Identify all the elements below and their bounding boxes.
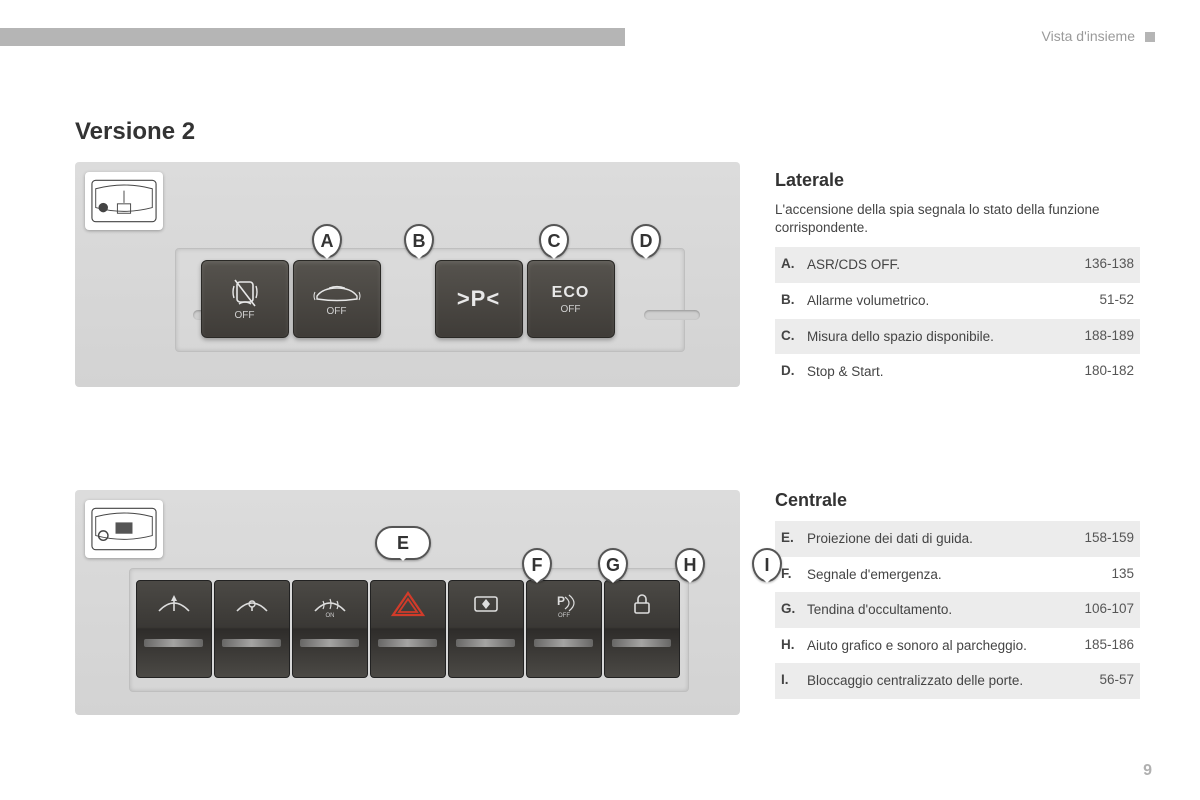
lock-button[interactable] <box>604 580 680 678</box>
reference-item: I.Bloccaggio centralizzato delle porte.5… <box>775 663 1140 699</box>
item-pages: 188-189 <box>1066 328 1134 343</box>
wiper-front-button[interactable] <box>136 580 212 678</box>
item-pages: 185-186 <box>1066 637 1134 652</box>
item-pages: 51-52 <box>1066 292 1134 307</box>
sunroof-button[interactable] <box>448 580 524 678</box>
centrale-section: Centrale E.Proiezione dei dati di guida.… <box>775 490 1140 699</box>
laterale-section: Laterale L'accensione della spia segnala… <box>775 170 1140 390</box>
dashboard-thumbnail <box>85 172 163 230</box>
item-letter: A. <box>781 256 807 271</box>
item-letter: C. <box>781 328 807 343</box>
item-text: Segnale d'emergenza. <box>807 566 1066 584</box>
item-letter: G. <box>781 601 807 616</box>
section-label: Vista d'insieme <box>1042 28 1135 44</box>
item-letter: B. <box>781 292 807 307</box>
page-number: 9 <box>1143 762 1152 780</box>
item-text: Tendina d'occultamento. <box>807 601 1066 619</box>
reference-item: C.Misura dello spazio disponibile.188-18… <box>775 319 1140 355</box>
reference-item: H.Aiuto grafico e sonoro al parcheggio.1… <box>775 628 1140 664</box>
item-text: Misura dello spazio disponibile. <box>807 328 1066 346</box>
reference-item: D.Stop & Start.180-182 <box>775 354 1140 390</box>
laterale-intro: L'accensione della spia segnala lo stato… <box>775 201 1140 237</box>
alarm-off-button[interactable]: OFF <box>293 260 381 338</box>
central-button-row: ON P OFF <box>128 580 688 678</box>
park-measure-button[interactable]: >P< <box>435 260 523 338</box>
item-text: Proiezione dei dati di guida. <box>807 530 1066 548</box>
lateral-button-row: OFF OFF >P< ECO OFF <box>148 260 668 338</box>
off-label: OFF <box>235 310 255 321</box>
reference-item: A.ASR/CDS OFF.136-138 <box>775 247 1140 283</box>
svg-text:P: P <box>557 594 565 608</box>
eco-off-button[interactable]: ECO OFF <box>527 260 615 338</box>
item-pages: 135 <box>1066 566 1134 581</box>
park-assist-off-button[interactable]: P OFF <box>526 580 602 678</box>
reference-item: E.Proiezione dei dati di guida.158-159 <box>775 521 1140 557</box>
item-text: Allarme volumetrico. <box>807 292 1066 310</box>
callout-marker-e: E <box>375 526 431 560</box>
item-pages: 158-159 <box>1066 530 1134 545</box>
lateral-panel: OFF OFF >P< ECO OFF <box>75 162 740 387</box>
dashboard-thumbnail <box>85 500 163 558</box>
defrost-on-button[interactable]: ON <box>292 580 368 678</box>
item-text: ASR/CDS OFF. <box>807 256 1066 274</box>
eco-label: ECO <box>552 284 590 302</box>
item-pages: 180-182 <box>1066 363 1134 378</box>
item-pages: 56-57 <box>1066 672 1134 687</box>
item-text: Aiuto grafico e sonoro al parcheggio. <box>807 637 1066 655</box>
item-letter: E. <box>781 530 807 545</box>
item-letter: D. <box>781 363 807 378</box>
item-letter: F. <box>781 566 807 581</box>
svg-text:ON: ON <box>325 613 334 619</box>
header-bar <box>0 28 625 46</box>
item-text: Bloccaggio centralizzato delle porte. <box>807 672 1066 690</box>
wiper-rear-button[interactable] <box>214 580 290 678</box>
item-pages: 136-138 <box>1066 256 1134 271</box>
item-text: Stop & Start. <box>807 363 1066 381</box>
off-label: OFF <box>561 304 581 315</box>
laterale-title: Laterale <box>775 170 1140 191</box>
reference-item: F.Segnale d'emergenza.135 <box>775 557 1140 593</box>
header-marker <box>1145 32 1155 42</box>
item-letter: H. <box>781 637 807 652</box>
svg-text:OFF: OFF <box>558 613 570 619</box>
park-symbol: >P< <box>457 286 500 312</box>
item-letter: I. <box>781 672 807 687</box>
reference-item: G.Tendina d'occultamento.106-107 <box>775 592 1140 628</box>
asr-off-button[interactable]: OFF <box>201 260 289 338</box>
hazard-button[interactable] <box>370 580 446 678</box>
page-title: Versione 2 <box>75 118 195 146</box>
centrale-title: Centrale <box>775 490 1140 511</box>
central-panel: ON P OFF <box>75 490 740 715</box>
off-label: OFF <box>327 306 347 317</box>
reference-item: B.Allarme volumetrico.51-52 <box>775 283 1140 319</box>
item-pages: 106-107 <box>1066 601 1134 616</box>
